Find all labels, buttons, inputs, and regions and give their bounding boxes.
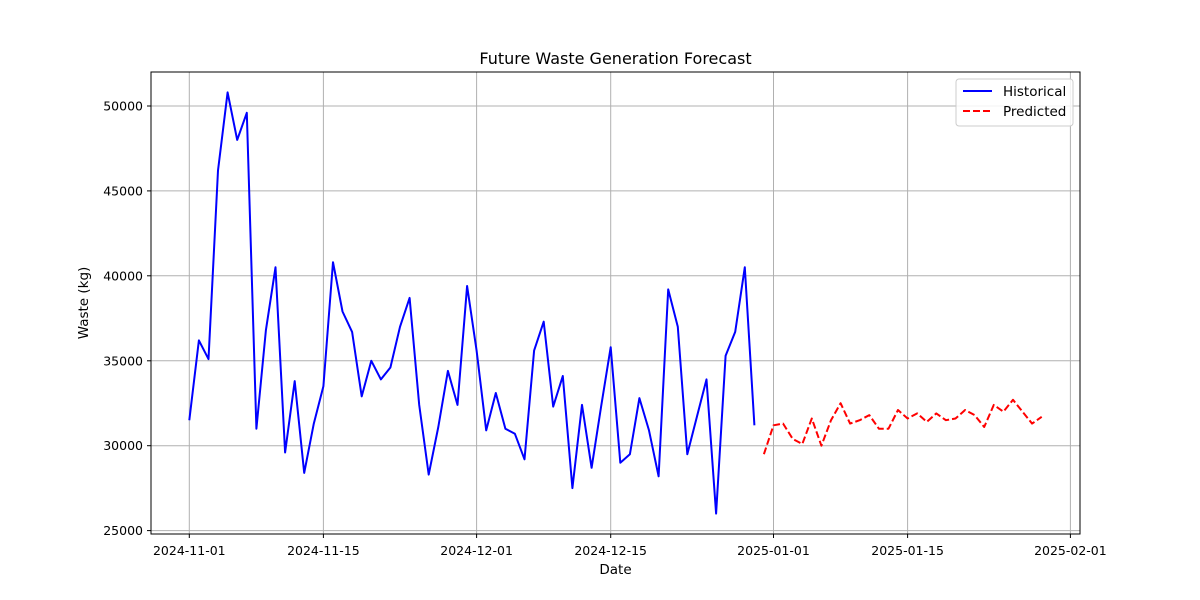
y-tick-label: 35000	[103, 353, 143, 368]
x-tick-label: 2024-12-01	[440, 543, 513, 558]
y-axis: 25000 30000 35000 40000 45000 50000	[103, 99, 151, 538]
series-line-historical	[188, 91, 756, 515]
x-tick-label: 2024-12-15	[574, 543, 647, 558]
legend: Historical Predicted	[955, 78, 1074, 127]
x-axis-label: Date	[599, 562, 631, 578]
series-lines	[188, 91, 1043, 515]
gridlines	[151, 72, 1080, 534]
x-tick-label: 2024-11-15	[287, 543, 360, 558]
plot-frame	[150, 71, 1081, 535]
x-axis: 2024-11-01 2024-11-15 2024-12-01 2024-12-15…	[153, 534, 1107, 558]
legend-label-predicted: Predicted	[1003, 104, 1066, 120]
x-tick-label: 2024-11-01	[153, 543, 226, 558]
y-tick-label: 25000	[103, 523, 143, 538]
legend-label-historical: Historical	[1003, 84, 1066, 100]
y-tick-label: 45000	[103, 183, 143, 198]
x-tick-label: 2025-01-01	[737, 543, 810, 558]
y-axis-label: Waste (kg)	[76, 267, 92, 340]
chart-title: Future Waste Generation Forecast	[479, 49, 751, 68]
y-tick-label: 30000	[103, 438, 143, 453]
series-line-predicted	[762, 398, 1043, 455]
x-tick-label: 2025-02-01	[1034, 543, 1107, 558]
y-tick-label: 40000	[103, 268, 143, 283]
x-tick-label: 2025-01-15	[871, 543, 944, 558]
y-tick-label: 50000	[103, 99, 143, 114]
